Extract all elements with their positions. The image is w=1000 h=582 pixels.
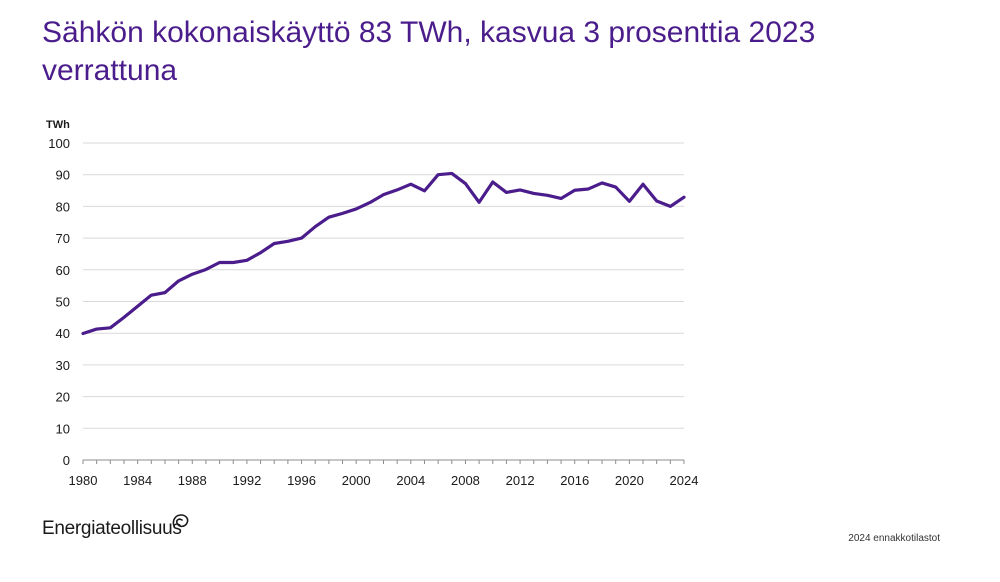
x-tick-label-1984: 1984 bbox=[123, 473, 152, 488]
y-tick-label-80: 80 bbox=[56, 199, 70, 214]
y-tick-label-10: 10 bbox=[56, 421, 70, 436]
series-group bbox=[81, 171, 686, 336]
x-tick-label-1992: 1992 bbox=[232, 473, 261, 488]
y-axis-unit-label: TWh bbox=[46, 119, 70, 131]
y-tick-label-50: 50 bbox=[56, 295, 70, 310]
y-tick-label-90: 90 bbox=[56, 168, 70, 183]
x-tick-label-2008: 2008 bbox=[451, 473, 480, 488]
logo-swirl-icon bbox=[172, 514, 189, 528]
x-tick-label-2020: 2020 bbox=[615, 473, 644, 488]
x-tick-label-2016: 2016 bbox=[560, 473, 589, 488]
y-tick-label-20: 20 bbox=[56, 390, 70, 405]
chart-title: Sähkön kokonaiskäyttö 83 TWh, kasvua 3 p… bbox=[42, 16, 816, 87]
x-tick-label-2000: 2000 bbox=[342, 473, 371, 488]
y-tick-label-30: 30 bbox=[56, 358, 70, 373]
gridlines bbox=[83, 142, 684, 429]
y-tick-label-100: 100 bbox=[48, 136, 70, 151]
x-axis-tick-labels: 1980 1984 1988 1992 1996 2000 2004 2008 2012 2016… bbox=[69, 473, 699, 488]
x-tick-label-2024: 2024 bbox=[670, 473, 699, 488]
y-tick-label-0: 0 bbox=[63, 453, 70, 468]
y-axis-tick-labels: 0 10 20 30 40 50 60 70 80 90 100 bbox=[48, 136, 70, 468]
x-tick-label-2004: 2004 bbox=[396, 473, 425, 488]
x-tick-label-1988: 1988 bbox=[178, 473, 207, 488]
y-tick-label-70: 70 bbox=[56, 231, 70, 246]
logo: Energiateollisuus bbox=[42, 514, 189, 540]
y-tick-label-40: 40 bbox=[56, 326, 70, 341]
x-axis bbox=[82, 459, 685, 464]
logo-text: Energiateollisuus bbox=[42, 518, 182, 539]
source-footnote: 2024 ennakkotilastot bbox=[848, 533, 940, 544]
x-tick-label-2012: 2012 bbox=[506, 473, 535, 488]
y-tick-label-60: 60 bbox=[56, 263, 70, 278]
series-line-0 bbox=[81, 171, 686, 336]
x-tick-label-1996: 1996 bbox=[287, 473, 316, 488]
x-tick-label-1980: 1980 bbox=[69, 473, 98, 488]
